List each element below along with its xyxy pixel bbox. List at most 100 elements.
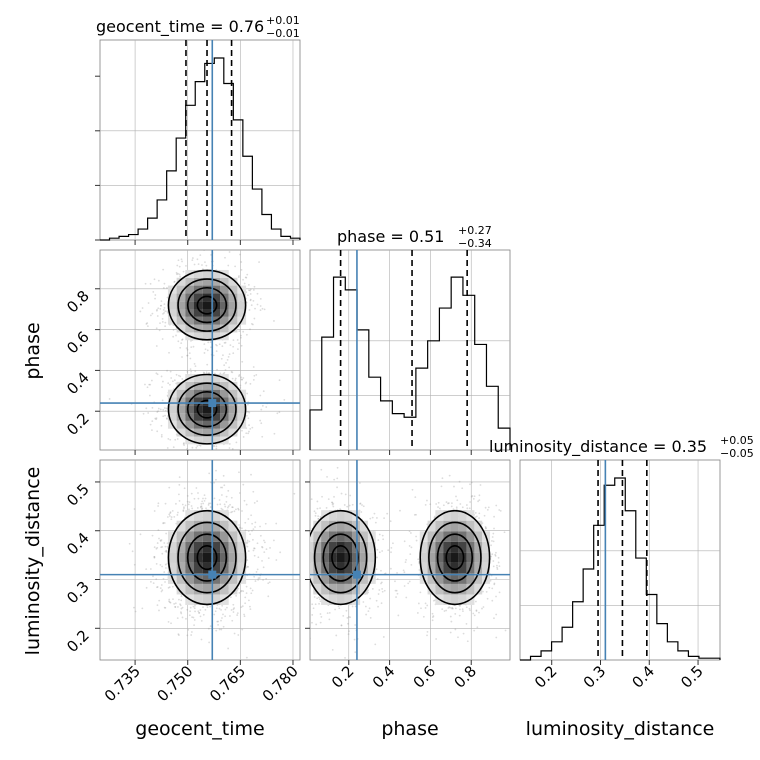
scatter-point	[139, 310, 142, 313]
scatter-point	[466, 507, 469, 510]
scatter-point	[177, 259, 180, 262]
scatter-point	[360, 511, 363, 513]
scatter-point	[448, 474, 451, 477]
scatter-point	[416, 612, 419, 614]
scatter-point	[188, 501, 191, 504]
scatter-point	[347, 633, 350, 636]
scatter-point	[207, 504, 210, 506]
scatter-point	[213, 372, 216, 375]
scatter-point	[474, 516, 477, 519]
density-cell	[344, 520, 353, 532]
density-cell	[360, 573, 368, 584]
scatter-point	[164, 454, 166, 456]
density-cell	[193, 397, 203, 406]
scatter-point	[215, 447, 218, 450]
scatter-point	[168, 600, 170, 603]
scatter-point	[181, 503, 184, 506]
scatter-point	[163, 311, 165, 314]
scatter-point	[373, 512, 376, 515]
scatter-point	[232, 611, 235, 613]
scatter-point	[181, 356, 183, 358]
scatter-point	[457, 636, 459, 639]
density-cell	[344, 510, 353, 521]
scatter-point	[314, 514, 317, 517]
density-cell	[167, 562, 177, 574]
scatter-point	[314, 512, 317, 515]
density-cell	[220, 520, 229, 532]
scatter-point	[213, 445, 216, 447]
scatter-point	[157, 407, 160, 410]
scatter-point	[261, 545, 263, 548]
scatter-point	[273, 320, 275, 322]
scatter-point	[160, 539, 163, 541]
scatter-point	[180, 599, 183, 602]
scatter-point	[153, 555, 156, 558]
scatter-point	[231, 619, 234, 622]
hist-bar	[138, 229, 148, 240]
scatter-point	[259, 297, 262, 300]
scatter-point	[240, 344, 243, 347]
scatter-point	[302, 563, 304, 565]
scatter-point	[175, 502, 177, 505]
scatter-point	[162, 309, 165, 311]
scatter-point	[415, 539, 418, 542]
density-cell	[202, 562, 212, 574]
scatter-point	[251, 522, 254, 525]
density-cell	[176, 324, 186, 333]
scatter-point	[484, 506, 487, 509]
density-cell	[435, 573, 444, 584]
density-cell	[427, 562, 436, 574]
scatter-point	[160, 590, 163, 593]
scatter-point	[449, 631, 452, 634]
scatter-point	[177, 511, 179, 514]
scatter-point	[163, 303, 166, 305]
scatter-point	[304, 551, 306, 553]
scatter-point	[159, 539, 162, 542]
hist-bar	[583, 569, 594, 660]
scatter-point	[203, 372, 206, 374]
density-cell	[176, 405, 186, 414]
scatter-point	[491, 599, 494, 602]
scatter-point	[267, 595, 270, 598]
scatter-point	[241, 510, 243, 512]
density-cell	[202, 573, 212, 584]
density-cell	[443, 562, 451, 574]
scatter-point	[382, 538, 385, 541]
scatter-point	[222, 354, 224, 357]
scatter-point	[228, 353, 231, 356]
scatter-point	[469, 483, 471, 486]
scatter-point	[224, 615, 227, 618]
scatter-point	[203, 494, 206, 497]
scatter-point	[354, 651, 357, 654]
scatter-point	[183, 487, 186, 490]
density-cell	[202, 541, 212, 553]
density-cell	[228, 541, 238, 553]
scatter-point	[175, 373, 178, 376]
scatter-point	[169, 511, 172, 514]
scatter-point	[241, 378, 244, 381]
scatter-point	[252, 549, 255, 552]
scatter-point	[230, 511, 232, 514]
scatter-point	[339, 508, 341, 510]
scatter-point	[180, 611, 182, 614]
scatter-point	[459, 604, 462, 607]
density-cell	[443, 594, 451, 605]
scatter-point	[236, 339, 239, 341]
scatter-point	[317, 517, 320, 520]
scatter-point	[172, 598, 174, 601]
scatter-point	[164, 414, 166, 417]
scatter-point	[194, 365, 197, 368]
scatter-point	[440, 485, 443, 488]
scatter-point	[257, 578, 260, 581]
density-cell	[220, 301, 229, 310]
density-cell	[211, 436, 221, 445]
density-cell	[450, 552, 459, 563]
density-cell	[185, 573, 194, 584]
density-cell	[193, 405, 203, 414]
scatter-point	[359, 502, 362, 505]
density-cell	[211, 405, 221, 414]
scatter-point	[160, 304, 162, 307]
scatter-point	[473, 495, 476, 498]
scatter-point	[180, 607, 183, 610]
scatter-point	[183, 442, 185, 444]
